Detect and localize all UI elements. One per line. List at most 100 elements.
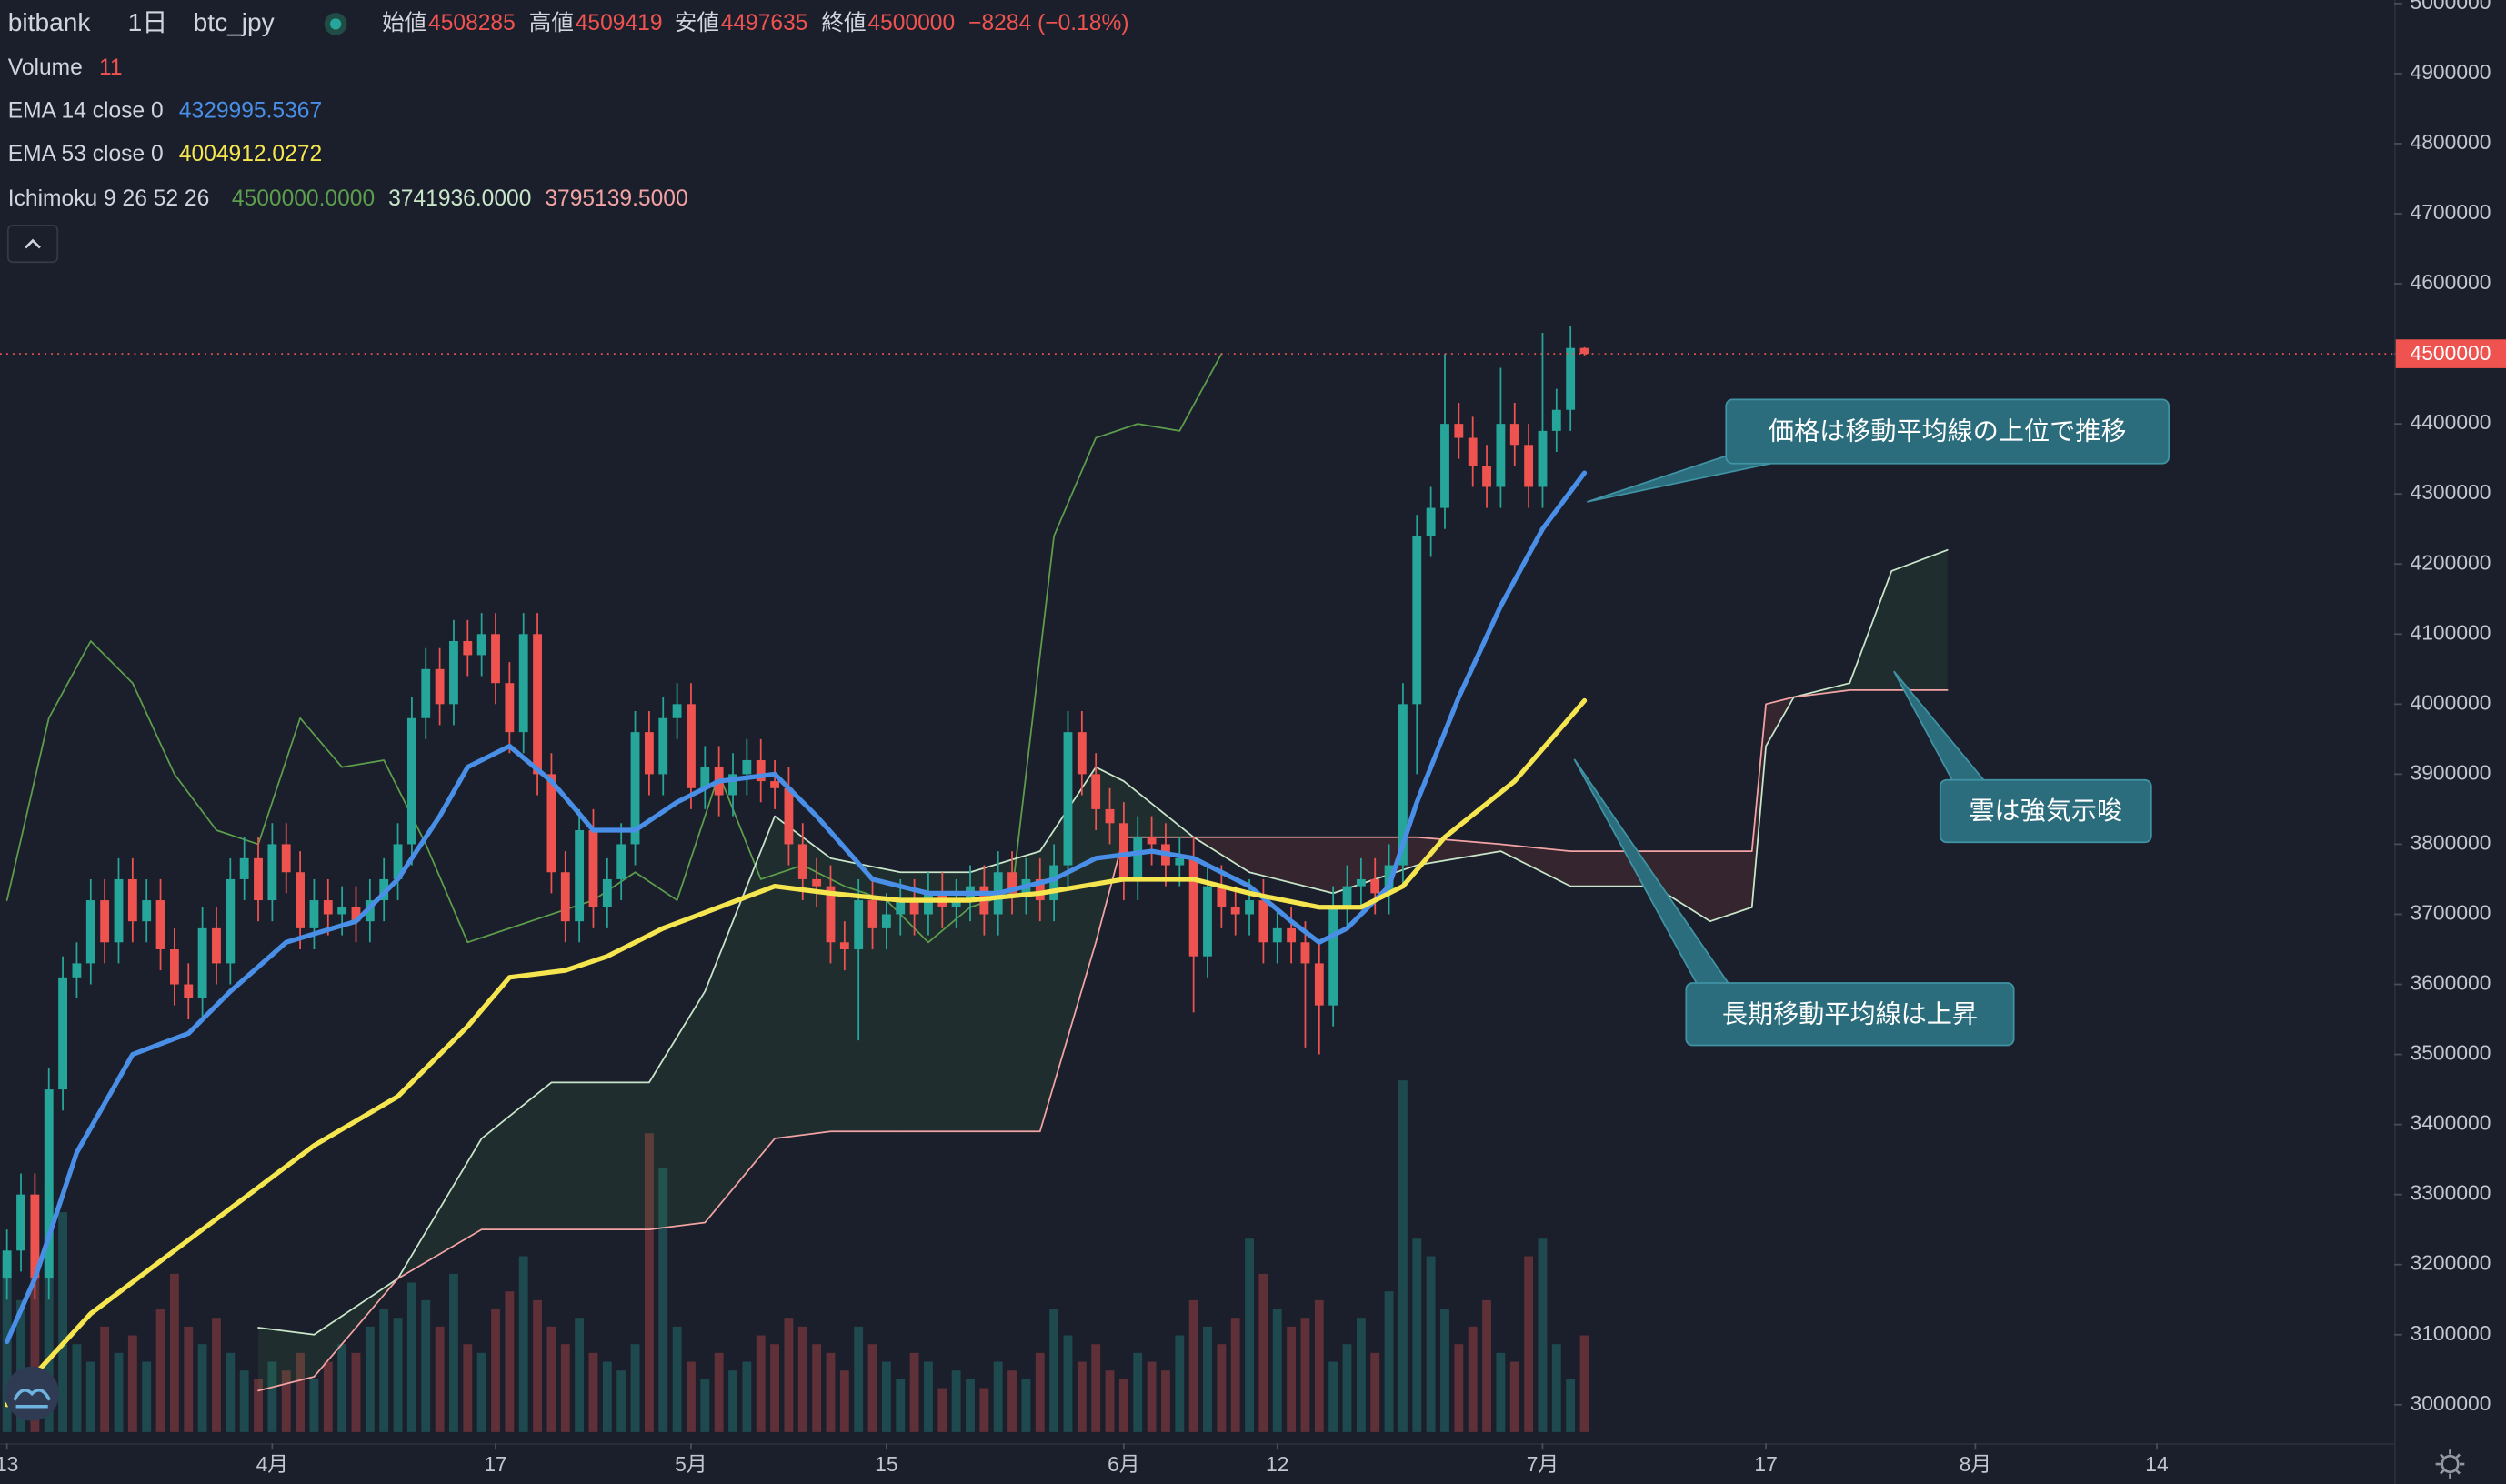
- collapse-button-frame[interactable]: [6, 224, 59, 264]
- volume-bar: [1105, 1370, 1115, 1432]
- volume-bar: [1091, 1344, 1101, 1432]
- volume-bar: [546, 1326, 556, 1432]
- candle-body: [337, 907, 347, 915]
- y-tick-label: 4000000: [2411, 690, 2491, 714]
- candle-body: [1398, 704, 1408, 866]
- volume-bar: [1175, 1335, 1185, 1432]
- settings-button[interactable]: [2435, 1449, 2465, 1479]
- volume-bar: [421, 1299, 431, 1432]
- collapse-button[interactable]: [6, 224, 59, 264]
- volume-bar: [1258, 1273, 1268, 1432]
- symbol: btc_jpy: [194, 8, 275, 36]
- cloud-segment: [705, 816, 776, 1223]
- volume-bar: [756, 1335, 766, 1432]
- volume-bar: [518, 1256, 528, 1432]
- candle-body: [323, 900, 333, 915]
- volume-bar: [337, 1344, 347, 1432]
- candle-body: [100, 900, 110, 943]
- candle-body: [1049, 865, 1059, 901]
- open-value: 4508285: [428, 11, 516, 35]
- volume-bar: [114, 1352, 124, 1432]
- last-price-label: 4500000: [2411, 341, 2491, 365]
- volume-bar: [533, 1299, 542, 1432]
- volume-bar: [896, 1379, 906, 1432]
- volume-bar: [463, 1344, 473, 1432]
- candle-body: [1245, 900, 1254, 915]
- y-tick-label: 4900000: [2411, 60, 2491, 84]
- candle-body: [924, 893, 933, 915]
- volume-bar: [212, 1318, 221, 1432]
- candle-body: [1468, 437, 1478, 466]
- volume-bar: [393, 1318, 403, 1432]
- candle-body: [267, 844, 277, 901]
- callout-box: [1685, 982, 2015, 1047]
- candle-body: [1203, 886, 1212, 957]
- candle-body: [155, 900, 165, 949]
- legend-ema53-value: 4004912.0272: [179, 142, 322, 166]
- volume-bar: [169, 1273, 179, 1432]
- candle-body: [1482, 466, 1491, 487]
- candle-body: [1496, 424, 1506, 487]
- candle-body: [379, 878, 389, 901]
- candle-body: [281, 844, 291, 873]
- volume-bar: [1538, 1238, 1548, 1432]
- candle-body: [797, 844, 807, 879]
- candle-body: [518, 634, 528, 733]
- candle-body: [435, 668, 445, 705]
- candle-body: [1524, 445, 1534, 487]
- volume-bar: [1524, 1256, 1534, 1432]
- x-tick-label: 17: [1754, 1452, 1777, 1476]
- candle-body: [1063, 732, 1073, 866]
- cloud-segment: [648, 991, 706, 1230]
- volume-bar: [630, 1344, 640, 1432]
- y-tick-label: 3500000: [2411, 1041, 2491, 1065]
- candle-body: [142, 900, 152, 922]
- candle-body: [1118, 823, 1128, 879]
- volume-bar: [993, 1361, 1003, 1432]
- candle-body: [85, 900, 95, 964]
- collapse-icon[interactable]: [25, 238, 41, 249]
- candle-body: [254, 857, 263, 901]
- candle-body: [951, 900, 961, 907]
- volume-bar: [1230, 1318, 1240, 1432]
- volume-bar: [309, 1379, 319, 1432]
- legend-ichimoku: Ichimoku 9 26 52 26: [8, 186, 209, 211]
- cloud-segment: [1249, 837, 1334, 894]
- ichimoku-line: [257, 548, 1949, 1336]
- candle-body: [1105, 808, 1115, 824]
- cloud-segment: [1891, 549, 1948, 690]
- y-tick-label: 3700000: [2411, 900, 2491, 924]
- volume-bar: [1314, 1299, 1324, 1432]
- low-value: 4497635: [721, 11, 808, 35]
- volume-bar: [867, 1344, 877, 1432]
- volume-bar: [602, 1361, 612, 1432]
- candle-body: [44, 1089, 54, 1279]
- candle-body: [1509, 424, 1519, 446]
- volume-bar: [155, 1309, 165, 1432]
- volume-bar: [1035, 1352, 1045, 1432]
- candle-body: [1412, 536, 1422, 705]
- volume-bar: [127, 1335, 137, 1432]
- volume-bar: [1203, 1326, 1212, 1432]
- volume-bar: [826, 1352, 836, 1432]
- candle-body: [867, 900, 877, 928]
- volume-bar: [700, 1379, 710, 1432]
- candle-body: [30, 1194, 40, 1279]
- candle-body: [546, 774, 556, 873]
- volume-bar: [1217, 1344, 1227, 1432]
- candle-body: [351, 907, 361, 922]
- legend-ema53: EMA 53 close 0: [8, 142, 164, 166]
- volume-bar: [365, 1326, 375, 1432]
- volume-bar: [449, 1273, 458, 1432]
- candle-body: [127, 878, 137, 922]
- plot-area: [0, 326, 2394, 1432]
- y-tick-label: 4700000: [2411, 200, 2491, 224]
- volume-bar: [1454, 1344, 1464, 1432]
- volume-bar: [1300, 1318, 1310, 1432]
- low-label: 安値: [675, 10, 719, 35]
- gear-icon[interactable]: [2441, 1454, 2460, 1474]
- candle-body: [114, 878, 124, 943]
- candle-body: [2, 1250, 12, 1279]
- gear-teeth[interactable]: [2435, 1449, 2465, 1479]
- volume-bar: [1287, 1326, 1297, 1432]
